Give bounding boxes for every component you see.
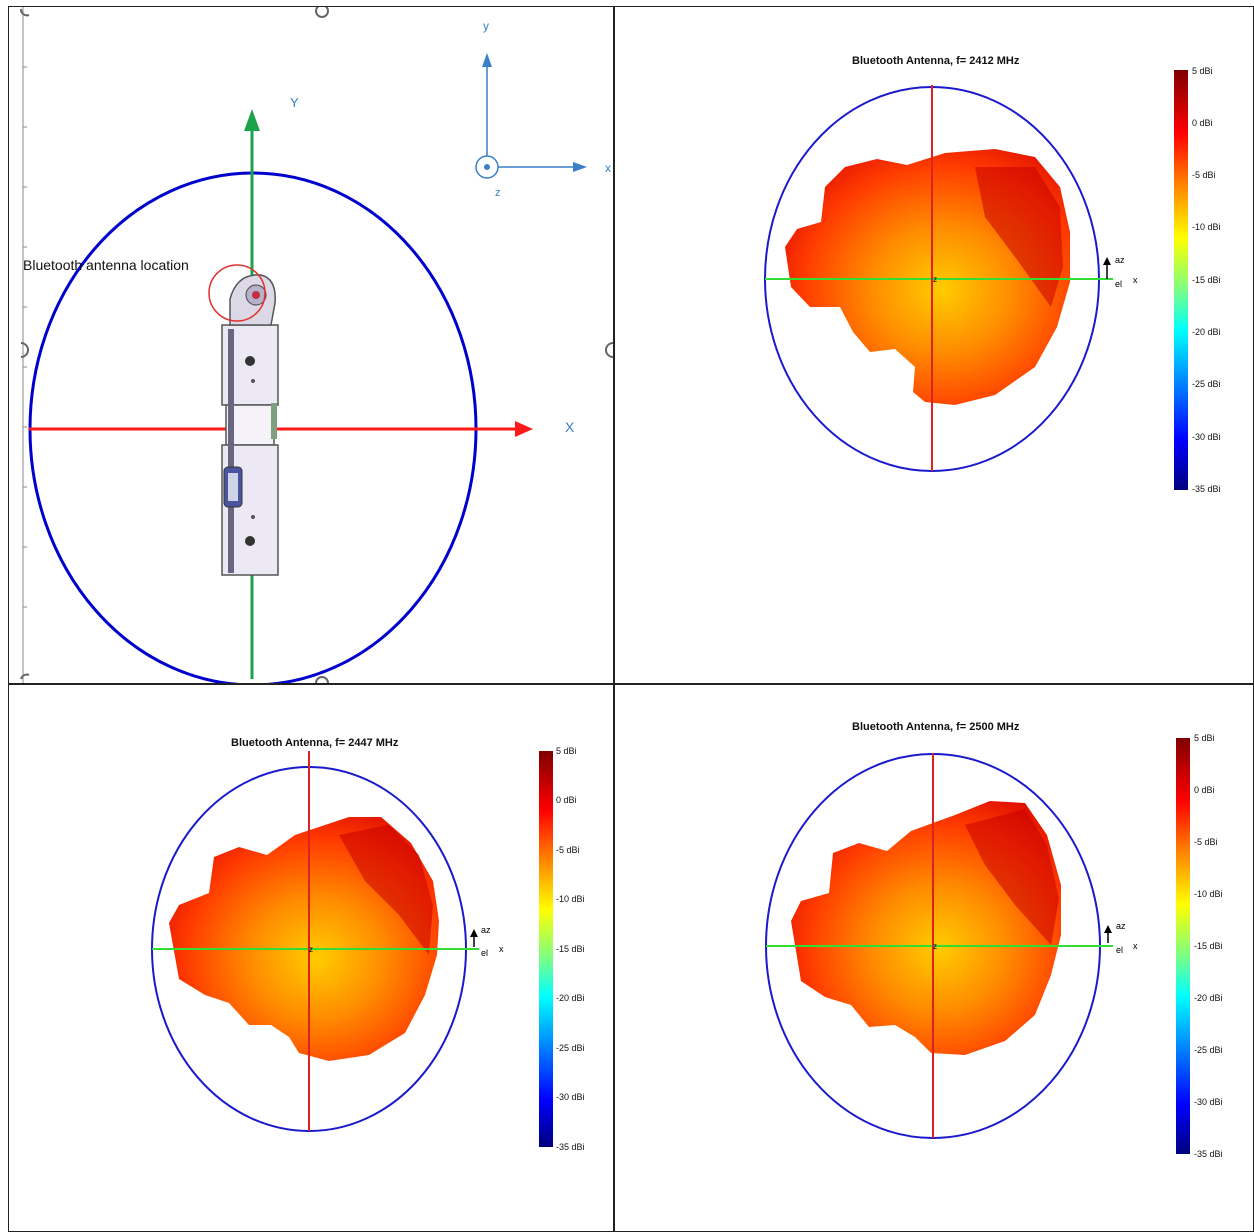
lobe-shade [975,167,1063,307]
colorbar-tick: 5 dBi [1194,733,1215,743]
colorbar-tick: -35 dBi [1192,484,1221,494]
colorbar-tick: 5 dBi [1192,66,1213,76]
colorbar-tick: -5 dBi [1194,837,1218,847]
chart-title: Bluetooth Antenna, f= 2500 MHz [852,721,1020,733]
colorbar-tick: -10 dBi [1192,222,1221,232]
small-y-label: y [483,19,489,33]
pattern-panel-2447: Bluetooth Antenna, f= 2447 MHz az el x z… [8,684,614,1232]
az-label: az [481,925,491,935]
z-label: z [933,275,937,284]
colorbar-tick: -20 dBi [1192,327,1221,337]
az-arrowhead [470,929,478,937]
ruler-ticks [22,7,27,683]
colorbar-tick: -35 dBi [1194,1149,1223,1159]
az-arrowhead [1103,257,1111,265]
x-label: x [1133,275,1138,285]
lobe-shade [965,809,1059,945]
pattern-plot-2500 [765,753,1113,1139]
colorbar-tick: -10 dBi [1194,889,1223,899]
chart-title: Bluetooth Antenna, f= 2412 MHz [852,55,1020,67]
az-label: az [1116,921,1126,931]
az-arrowhead [1104,925,1112,933]
colorbar-tick: 0 dBi [1194,785,1215,795]
colorbar-tick: -15 dBi [556,944,585,954]
el-label: el [1115,279,1123,289]
az-label: az [1115,255,1125,265]
colorbar-tick: -15 dBi [1194,941,1223,951]
x-axis-arrow [515,421,533,437]
colorbar-tick: -20 dBi [556,993,585,1003]
layout-panel: Bluetooth antenna location Y X y x z [8,6,614,684]
z-label: z [933,942,937,951]
colorbar [1176,738,1190,1154]
colorbar-tick: -10 dBi [556,894,585,904]
pattern-panel-2412: Bluetooth Antenna, f= 2412 MHz az el x z… [614,6,1254,684]
selection-handles [20,7,613,683]
colorbar-tick: -20 dBi [1194,993,1223,1003]
x-label: x [499,944,504,954]
colorbar [1174,70,1188,490]
colorbar-tick: -25 dBi [556,1043,585,1053]
el-label: el [1116,945,1124,955]
colorbar-tick: 5 dBi [556,746,577,756]
pattern-plot-2412 [764,85,1113,472]
lobe-shade [339,825,433,955]
chart-title: Bluetooth Antenna, f= 2447 MHz [231,737,399,749]
device-illustration [221,274,279,576]
colorbar-tick: 0 dBi [556,795,577,805]
big-y-label: Y [290,95,299,110]
el-label: el [481,948,489,958]
small-z-label: z [495,187,501,199]
colorbar-tick: -30 dBi [556,1092,585,1102]
x-label: x [1133,941,1138,951]
colorbar [539,751,553,1147]
colorbar-tick: -5 dBi [556,845,580,855]
coordinate-triad [475,53,587,179]
colorbar-tick: -30 dBi [1194,1097,1223,1107]
big-x-label: X [565,419,575,435]
layout-diagram [20,7,613,683]
colorbar-tick: -35 dBi [556,1142,585,1152]
y-axis-arrow [244,109,260,131]
z-label: z [309,945,313,954]
antenna-marker [208,264,266,322]
small-x-label: x [605,161,611,175]
colorbar-tick: -30 dBi [1192,432,1221,442]
pattern-panel-2500: Bluetooth Antenna, f= 2500 MHz az el x z… [614,684,1254,1232]
colorbar-tick: -15 dBi [1192,275,1221,285]
colorbar-tick: 0 dBi [1192,118,1213,128]
colorbar-tick: -25 dBi [1194,1045,1223,1055]
colorbar-tick: -5 dBi [1192,170,1216,180]
pattern-plot-2447 [151,751,479,1132]
antenna-location-label: Bluetooth antenna location [23,257,189,273]
colorbar-tick: -25 dBi [1192,379,1221,389]
